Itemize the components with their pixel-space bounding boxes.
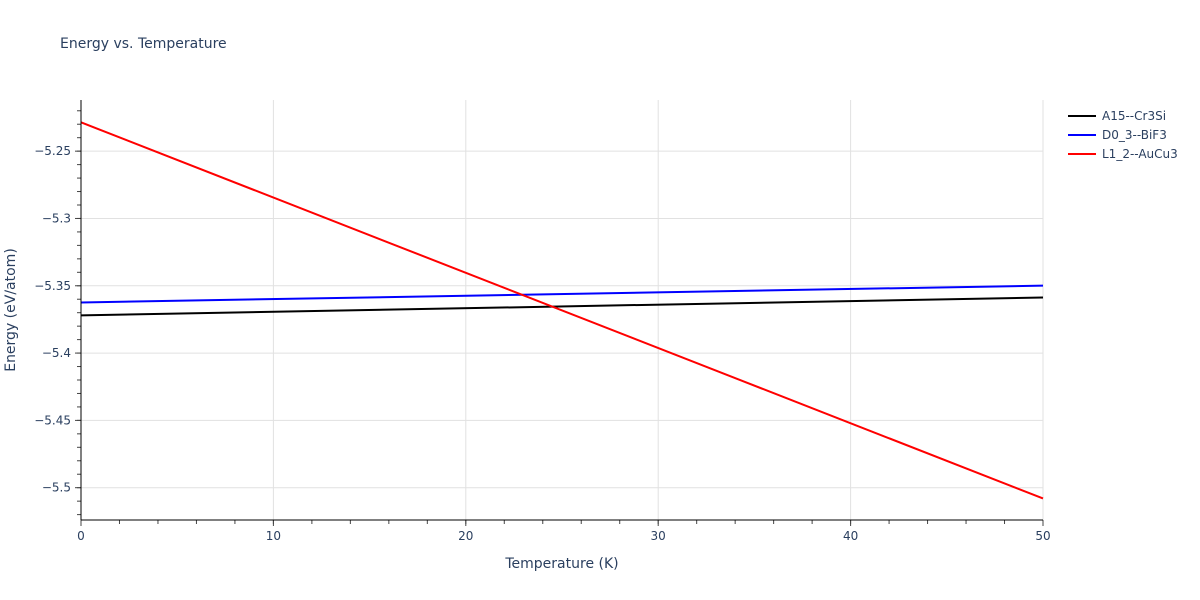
legend-label: D0_3--BiF3 — [1102, 127, 1167, 142]
legend-item-l12[interactable]: L1_2--AuCu3 — [1068, 144, 1178, 163]
series-line — [80, 121, 1044, 500]
y-tick-label: −5.4 — [42, 346, 71, 360]
x-tick-label: 50 — [1035, 529, 1050, 543]
legend-label: A15--Cr3Si — [1102, 108, 1167, 123]
y-tick-label: −5.45 — [34, 413, 71, 427]
legend-swatch-blue — [1068, 133, 1096, 136]
series-line — [80, 284, 1044, 304]
x-tick-label: 30 — [651, 529, 666, 543]
y-tick-label: −5.35 — [34, 279, 71, 293]
series-line — [80, 296, 1044, 317]
legend-swatch-red — [1068, 152, 1096, 155]
x-tick-label: 10 — [266, 529, 281, 543]
grid-lines — [81, 100, 1044, 520]
legend-item-d03[interactable]: D0_3--BiF3 — [1068, 125, 1178, 144]
x-tick-label: 20 — [458, 529, 473, 543]
legend-label: L1_2--AuCu3 — [1102, 146, 1178, 161]
legend: A15--Cr3Si D0_3--BiF3 L1_2--AuCu3 — [1068, 106, 1178, 163]
y-tick-label: −5.25 — [34, 144, 71, 158]
x-axis-title: Temperature (K) — [504, 556, 618, 572]
y-tick-label: −5.5 — [42, 481, 71, 495]
axes: 0 10 20 30 40 50 −5.25 −5.3 −5.35 −5.4 −5.45 −5.5 — [34, 100, 1051, 543]
x-tick-label: 40 — [843, 529, 858, 543]
series-lines — [80, 121, 1044, 500]
y-tick-label: −5.3 — [42, 211, 71, 225]
chart-title: Energy vs. Temperature — [60, 36, 227, 52]
legend-item-a15[interactable]: A15--Cr3Si — [1068, 106, 1178, 125]
legend-swatch-black — [1068, 114, 1096, 117]
y-axis-title: Energy (eV/atom) — [3, 248, 19, 372]
x-tick-label: 0 — [77, 529, 85, 543]
